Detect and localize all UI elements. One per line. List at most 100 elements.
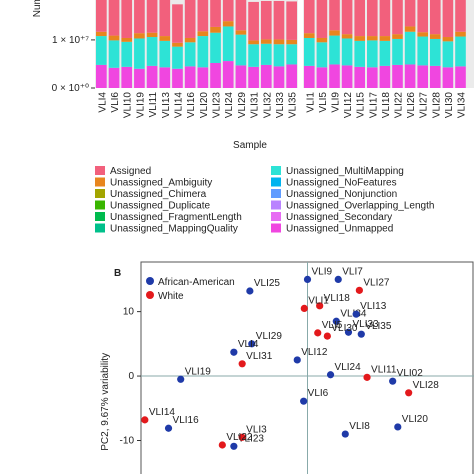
point-label: VLI02 bbox=[397, 368, 424, 379]
bar-segment bbox=[235, 34, 247, 66]
legend-swatch bbox=[271, 177, 281, 187]
bar-segment bbox=[108, 40, 120, 68]
bar-segment bbox=[184, 66, 196, 88]
point bbox=[248, 340, 256, 348]
bar-segment bbox=[197, 36, 209, 68]
point bbox=[363, 373, 371, 381]
bar-segment bbox=[417, 0, 428, 33]
legend-swatch bbox=[95, 189, 105, 198]
bar-segment bbox=[260, 43, 272, 65]
point-label: VLI12 bbox=[301, 347, 328, 358]
point-label: VLI13 bbox=[360, 301, 387, 312]
bar-segment bbox=[367, 67, 378, 88]
bar-segment bbox=[235, 30, 247, 35]
bar-segment bbox=[430, 65, 441, 88]
bar-segment bbox=[159, 67, 171, 88]
point bbox=[230, 348, 238, 356]
bar-segment bbox=[235, 65, 247, 88]
x-tick-label: VLI14 bbox=[173, 92, 184, 119]
point-label: VLI9 bbox=[312, 266, 333, 277]
point bbox=[405, 389, 413, 397]
bar-segment bbox=[121, 41, 133, 67]
bar-segment bbox=[108, 67, 120, 88]
y-axis-title: PC2, 9.67% variability bbox=[100, 353, 111, 451]
x-tick-label: VLI27 bbox=[419, 92, 430, 119]
y-axis-title: Number of reads bbox=[32, 0, 43, 17]
bar-segment bbox=[455, 0, 466, 32]
bar-segment bbox=[96, 36, 107, 65]
point-label: VLI33 bbox=[352, 319, 379, 330]
point bbox=[352, 310, 360, 318]
y-tick-label: 0 bbox=[128, 371, 134, 382]
bar-segment bbox=[273, 39, 285, 45]
point-label: VLI8 bbox=[349, 421, 370, 432]
bar-segment bbox=[379, 0, 391, 37]
point bbox=[230, 442, 238, 450]
legend-swatch bbox=[95, 200, 105, 210]
bar-segment bbox=[304, 37, 315, 66]
x-tick-label: VLI15 bbox=[356, 92, 367, 119]
bar-segment bbox=[417, 32, 428, 37]
point-label: VLI18 bbox=[324, 293, 351, 304]
bar-segment bbox=[146, 0, 158, 33]
bar-segment bbox=[316, 67, 328, 88]
bar-segment bbox=[304, 0, 315, 34]
point bbox=[303, 275, 312, 283]
bar-segment bbox=[134, 33, 145, 39]
bar-segment bbox=[329, 0, 340, 31]
x-tick-label: VLI12 bbox=[343, 92, 354, 119]
bar-segment bbox=[108, 35, 120, 41]
bar-segment bbox=[316, 0, 328, 38]
bar-segment bbox=[286, 1, 297, 40]
point bbox=[177, 375, 185, 383]
point bbox=[300, 397, 308, 405]
point bbox=[334, 275, 342, 283]
bar-segment bbox=[197, 0, 209, 32]
bar-segment bbox=[222, 61, 234, 88]
x-tick-label: VLI18 bbox=[381, 92, 392, 119]
x-tick-label: VLI10 bbox=[123, 92, 134, 119]
bar-segment bbox=[172, 42, 183, 47]
point-label: VLI30 bbox=[331, 323, 358, 334]
bar-segment bbox=[248, 66, 259, 88]
point bbox=[164, 424, 173, 432]
bar-segment bbox=[159, 40, 171, 68]
legend-label: Unassigned_Chimera bbox=[110, 189, 207, 200]
point-label: VLI22 bbox=[226, 432, 253, 443]
bar-segment bbox=[341, 34, 353, 39]
point bbox=[300, 304, 308, 312]
bar-segment bbox=[121, 66, 133, 88]
y-tick-label: 1 × 10⁺⁷ bbox=[52, 35, 89, 46]
bar-segment bbox=[367, 0, 378, 37]
bar-segment bbox=[341, 65, 353, 88]
legend-label: White bbox=[158, 291, 184, 302]
point bbox=[314, 329, 322, 337]
bar-segment bbox=[286, 44, 297, 65]
point-label: VLI7 bbox=[342, 266, 363, 277]
bar-segment bbox=[455, 36, 466, 67]
bar-segment bbox=[367, 36, 378, 41]
legend-label: Unassigned_Duplicate bbox=[110, 201, 211, 212]
bar-segment bbox=[134, 38, 145, 69]
bar-segment bbox=[354, 0, 365, 37]
x-tick-label: VLI16 bbox=[186, 92, 197, 119]
point-label: VLI23 bbox=[238, 433, 265, 444]
point-label: VLI11 bbox=[371, 364, 397, 375]
bar-segment bbox=[442, 41, 454, 68]
bar-segment bbox=[260, 64, 272, 88]
point-label: VLI4 bbox=[238, 339, 259, 350]
legend-swatch bbox=[271, 223, 281, 233]
bar-segment bbox=[210, 0, 221, 27]
bar-segment bbox=[210, 62, 221, 88]
x-tick-label: VLI33 bbox=[275, 92, 286, 119]
bar-segment bbox=[108, 0, 120, 36]
bar-segment bbox=[134, 68, 145, 88]
bar-segment bbox=[96, 0, 107, 32]
bar-segment bbox=[159, 36, 171, 41]
bar-segment bbox=[222, 26, 234, 62]
legend-swatch bbox=[271, 200, 281, 210]
point bbox=[218, 441, 226, 449]
bar-segment bbox=[379, 65, 391, 88]
point-label: VLI35 bbox=[365, 321, 392, 332]
bar-segment bbox=[260, 39, 272, 44]
